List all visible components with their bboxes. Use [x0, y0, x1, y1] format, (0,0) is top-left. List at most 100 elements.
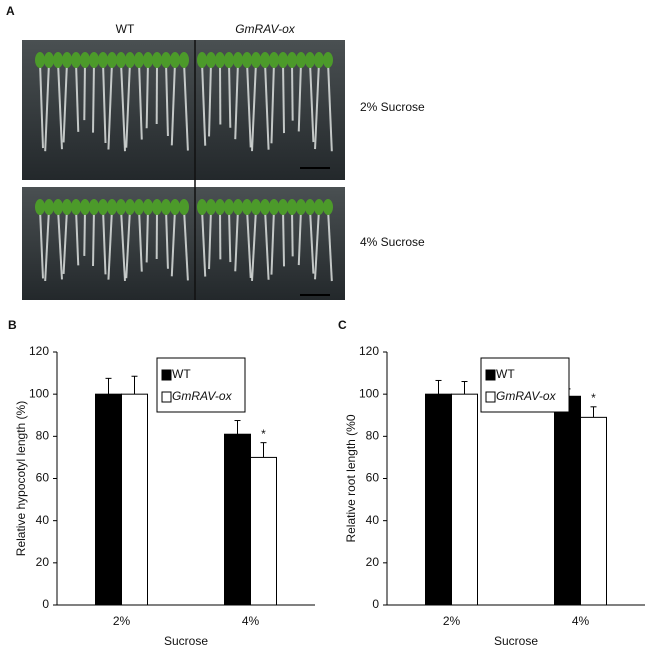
bar — [250, 456, 277, 606]
leaf — [170, 52, 180, 68]
significance: * — [591, 391, 596, 405]
leaf — [116, 199, 126, 215]
leaf — [242, 199, 252, 215]
root — [291, 61, 294, 121]
root — [264, 208, 270, 280]
leaf — [89, 52, 99, 68]
leaf — [143, 52, 153, 68]
x-axis-label: Sucrose — [164, 634, 208, 648]
leaf — [35, 199, 45, 215]
root — [92, 61, 95, 133]
root — [165, 208, 169, 269]
leaf — [287, 52, 297, 68]
x-tick-label: 4% — [242, 614, 260, 628]
root — [120, 208, 126, 282]
photo-panel — [22, 40, 345, 300]
y-tick-label: 60 — [36, 471, 50, 485]
legend-box — [480, 357, 570, 413]
y-axis-label: Relative hypocotyl length (%) — [14, 401, 28, 556]
root — [57, 208, 63, 280]
leaf — [215, 199, 225, 215]
root — [297, 208, 302, 266]
root — [282, 61, 286, 134]
legend-label: GmRAV-ox — [496, 389, 557, 403]
y-tick-label: 80 — [366, 429, 380, 443]
root — [62, 208, 68, 274]
root — [183, 208, 189, 281]
root — [145, 208, 149, 263]
legend-box — [156, 357, 246, 413]
leaf — [233, 52, 243, 68]
root — [327, 208, 333, 282]
leaf — [161, 199, 171, 215]
leaf — [206, 52, 216, 68]
root — [282, 208, 286, 267]
leaf — [116, 52, 126, 68]
panel-label: C — [338, 318, 347, 332]
leaf — [305, 52, 315, 68]
leaf — [296, 52, 306, 68]
root — [309, 208, 315, 274]
panel-label: B — [8, 318, 17, 332]
root — [138, 208, 143, 272]
root — [297, 61, 302, 132]
root — [309, 61, 315, 143]
y-tick-label: 20 — [36, 555, 50, 569]
bar — [451, 393, 478, 606]
root — [145, 61, 149, 129]
row-label: 2% Sucrose — [360, 100, 425, 114]
x-tick-label: 2% — [113, 614, 131, 628]
root — [170, 61, 176, 146]
bar — [580, 416, 607, 606]
root — [138, 61, 143, 140]
leaf — [134, 199, 144, 215]
leaf — [314, 199, 324, 215]
legend-label: GmRAV-ox — [172, 389, 233, 403]
bar — [224, 433, 251, 606]
leaf — [80, 199, 90, 215]
x-axis-label: Sucrose — [494, 634, 538, 648]
leaf — [269, 199, 279, 215]
x-tick-label: 2% — [443, 614, 461, 628]
root — [75, 208, 80, 266]
root — [208, 61, 212, 137]
leaf — [134, 52, 144, 68]
root — [39, 208, 44, 279]
bar — [425, 393, 452, 606]
bar — [121, 393, 148, 606]
leaf — [53, 199, 63, 215]
root — [234, 61, 239, 140]
leaf — [107, 52, 117, 68]
root — [120, 61, 126, 152]
leaf — [44, 52, 54, 68]
root — [228, 208, 232, 263]
y-tick-label: 100 — [359, 386, 379, 400]
leaf — [215, 52, 225, 68]
leaf — [287, 199, 297, 215]
root — [246, 61, 252, 148]
leaf — [98, 52, 108, 68]
root — [183, 61, 189, 151]
leaf — [35, 52, 45, 68]
root — [62, 61, 68, 143]
root — [92, 208, 95, 267]
root — [44, 208, 50, 282]
root — [246, 208, 252, 279]
root — [201, 61, 207, 146]
root — [270, 208, 275, 275]
leaf — [323, 52, 333, 68]
legend-label: WT — [172, 367, 191, 381]
leaf — [152, 52, 162, 68]
root — [107, 208, 113, 280]
y-tick-label: 80 — [36, 429, 50, 443]
leaf — [305, 199, 315, 215]
leaf — [71, 199, 81, 215]
root — [208, 208, 212, 270]
x-tick-label: 4% — [572, 614, 590, 628]
root — [291, 208, 294, 257]
significance: * — [261, 427, 266, 441]
root — [102, 61, 107, 144]
root — [39, 61, 44, 149]
leaf — [224, 52, 234, 68]
leaf — [152, 199, 162, 215]
